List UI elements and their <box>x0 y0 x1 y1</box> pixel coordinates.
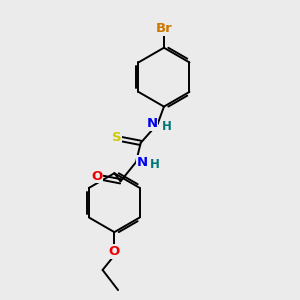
Text: Br: Br <box>156 22 172 35</box>
Text: H: H <box>150 158 160 171</box>
Text: S: S <box>112 131 122 144</box>
Text: O: O <box>109 245 120 258</box>
Text: N: N <box>137 156 148 169</box>
Text: H: H <box>161 120 171 133</box>
Text: N: N <box>147 117 158 130</box>
Text: O: O <box>91 169 102 182</box>
